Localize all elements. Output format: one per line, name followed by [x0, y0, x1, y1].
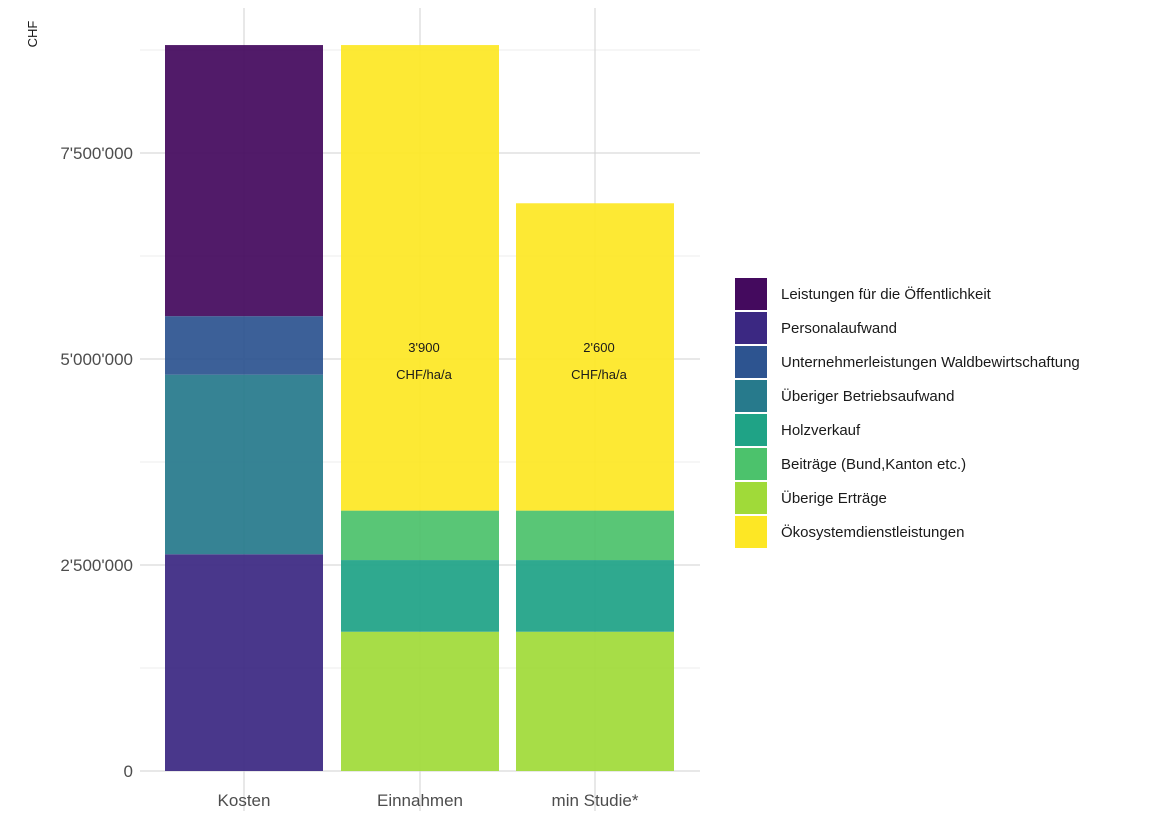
bar-segment: [516, 631, 674, 771]
legend-swatch: [735, 516, 767, 548]
x-tick-label: Einnahmen: [377, 791, 463, 810]
legend-swatch: [735, 346, 767, 378]
bar-segment: [516, 560, 674, 632]
x-tick-label: Kosten: [218, 791, 271, 810]
bar-segment: [341, 560, 499, 632]
bar-annotation-label: CHF/ha/a: [396, 367, 452, 382]
legend-item: Leistungen für die Öffentlichkeit: [735, 277, 1080, 311]
bar-annotation-label: 3'900: [408, 340, 439, 355]
legend-item: Überiger Betriebsaufwand: [735, 379, 1080, 413]
y-tick-label: 7'500'000: [60, 144, 133, 163]
bar-annotation-label: 2'600: [583, 340, 614, 355]
legend-swatch: [735, 482, 767, 514]
bar-segment: [165, 316, 323, 375]
legend-swatch: [735, 448, 767, 480]
y-axis: 0 2'500'000 5'000'000 7'500'000: [60, 144, 133, 781]
legend-label: Beiträge (Bund,Kanton etc.): [781, 455, 967, 473]
bar-annotation-label: CHF/ha/a: [571, 367, 627, 382]
legend-item: Holzverkauf: [735, 413, 1080, 447]
y-tick-label: 0: [124, 762, 133, 781]
legend-item: Ökosystemdienstleistungen: [735, 515, 1080, 549]
legend-swatch: [735, 380, 767, 412]
legend-item: Unternehmerleistungen Waldbewirtschaftun…: [735, 345, 1080, 379]
legend-item: Beiträge (Bund,Kanton etc.): [735, 447, 1080, 481]
bar-annotations: 3'900 CHF/ha/a 2'600 CHF/ha/a: [396, 340, 627, 382]
y-tick-label: 5'000'000: [60, 350, 133, 369]
legend-label: Unternehmerleistungen Waldbewirtschaftun…: [781, 353, 1080, 371]
y-axis-title: CHF: [25, 21, 40, 48]
bar-segment: [165, 554, 323, 771]
x-tick-label: min Studie*: [552, 791, 639, 810]
bar-segment: [341, 631, 499, 771]
legend-swatch: [735, 312, 767, 344]
legend-item: Personalaufwand: [735, 311, 1080, 345]
legend-label: Überige Erträge: [781, 489, 887, 507]
bar-segment: [516, 203, 674, 511]
legend-item: Überige Erträge: [735, 481, 1080, 515]
x-axis: Kosten Einnahmen min Studie*: [218, 791, 639, 810]
legend-label: Leistungen für die Öffentlichkeit: [781, 285, 991, 303]
legend-label: Personalaufwand: [781, 319, 897, 337]
legend-swatch: [735, 414, 767, 446]
legend-label: Überiger Betriebsaufwand: [781, 387, 955, 405]
legend-label: Ökosystemdienstleistungen: [781, 523, 965, 541]
legend: Leistungen für die Öffentlichkeit Persona…: [735, 277, 1080, 549]
bar-segment: [165, 374, 323, 555]
bar-segment: [516, 510, 674, 561]
bar-segment: [341, 45, 499, 511]
y-tick-label: 2'500'000: [60, 556, 133, 575]
bar-segment: [165, 45, 323, 317]
legend-swatch: [735, 278, 767, 310]
bar-segment: [341, 510, 499, 561]
legend-label: Holzverkauf: [781, 421, 861, 439]
bar-stacks: [165, 45, 674, 771]
